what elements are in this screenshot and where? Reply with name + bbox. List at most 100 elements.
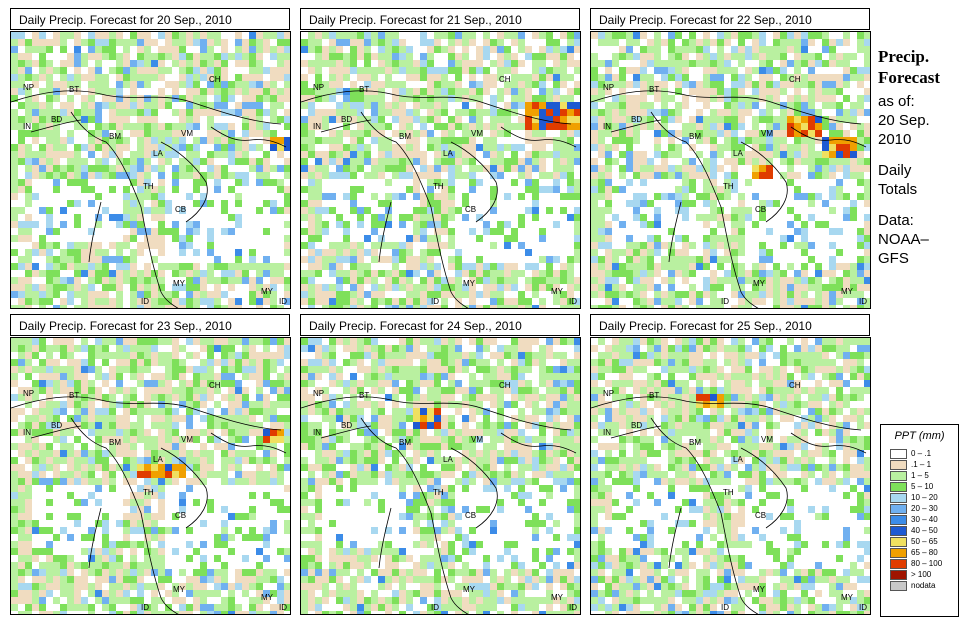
precip-cell	[18, 534, 25, 541]
precip-cell	[357, 345, 364, 352]
precip-cell	[483, 359, 490, 366]
precip-cell	[780, 123, 787, 130]
precip-cell	[626, 277, 633, 284]
precip-cell	[654, 137, 661, 144]
precip-cell	[598, 256, 605, 263]
precip-cell	[123, 520, 130, 527]
precip-cell	[74, 53, 81, 60]
precip-cell	[123, 165, 130, 172]
precip-cell	[703, 256, 710, 263]
precip-cell	[434, 88, 441, 95]
precip-cell	[553, 277, 560, 284]
precip-cell	[11, 277, 18, 284]
precip-cell	[710, 123, 717, 130]
precip-cell	[242, 338, 249, 345]
precip-cell	[137, 576, 144, 583]
precip-cell	[560, 193, 567, 200]
precip-cell	[109, 555, 116, 562]
precip-cell	[815, 305, 822, 308]
precip-cell	[137, 408, 144, 415]
precip-cell	[130, 464, 137, 471]
precip-cell	[829, 46, 836, 53]
precip-cell	[455, 74, 462, 81]
precip-cell	[130, 499, 137, 506]
precip-cell	[857, 137, 864, 144]
precip-cell	[413, 74, 420, 81]
precip-cell	[193, 436, 200, 443]
precip-cell	[654, 53, 661, 60]
precip-cell	[277, 373, 284, 380]
precip-cell	[612, 74, 619, 81]
precip-cell	[808, 242, 815, 249]
precip-cell	[270, 408, 277, 415]
precip-cell	[567, 144, 574, 151]
precip-cell	[794, 186, 801, 193]
precip-cell	[766, 249, 773, 256]
precip-cell	[647, 88, 654, 95]
precip-cell	[654, 298, 661, 305]
precip-cell	[67, 249, 74, 256]
precip-cell	[186, 277, 193, 284]
precip-cell	[249, 583, 256, 590]
precip-cell	[752, 270, 759, 277]
precip-cell	[490, 338, 497, 345]
precip-cell	[172, 39, 179, 46]
precip-cell	[270, 109, 277, 116]
precip-cell	[151, 597, 158, 604]
precip-cell	[207, 506, 214, 513]
precip-cell	[738, 123, 745, 130]
precip-cell	[53, 429, 60, 436]
precip-cell	[151, 214, 158, 221]
precip-cell	[158, 165, 165, 172]
precip-cell	[675, 109, 682, 116]
precip-cell	[109, 408, 116, 415]
precip-cell	[53, 387, 60, 394]
precip-cell	[39, 583, 46, 590]
precip-cell	[165, 387, 172, 394]
precip-cell	[539, 123, 546, 130]
precip-cell	[158, 569, 165, 576]
precip-cell	[829, 305, 836, 308]
precip-cell	[574, 284, 580, 291]
precip-cell	[151, 277, 158, 284]
precip-cell	[745, 214, 752, 221]
precip-cell	[661, 81, 668, 88]
precip-cell	[270, 277, 277, 284]
precip-cell	[221, 53, 228, 60]
precip-cell	[284, 415, 290, 422]
precip-cell	[158, 352, 165, 359]
precip-cell	[857, 95, 864, 102]
precip-cell	[745, 179, 752, 186]
precip-cell	[207, 380, 214, 387]
precip-cell	[815, 263, 822, 270]
precip-cell	[116, 60, 123, 67]
precip-cell	[74, 123, 81, 130]
precip-cell	[731, 67, 738, 74]
precip-cell	[144, 401, 151, 408]
precip-cell	[717, 235, 724, 242]
precip-cell	[829, 60, 836, 67]
precip-cell	[857, 151, 864, 158]
precip-cell	[207, 436, 214, 443]
precip-cell	[717, 39, 724, 46]
precip-cell	[123, 46, 130, 53]
precip-cell	[406, 158, 413, 165]
precip-cell	[102, 436, 109, 443]
precip-cell	[448, 366, 455, 373]
precip-cell	[689, 256, 696, 263]
precip-cell	[102, 422, 109, 429]
precip-cell	[200, 366, 207, 373]
precip-cell	[25, 457, 32, 464]
precip-cell	[277, 576, 284, 583]
precip-cell	[109, 597, 116, 604]
precip-cell	[560, 373, 567, 380]
precip-cell	[74, 144, 81, 151]
precip-cell	[357, 380, 364, 387]
precip-cell	[864, 95, 870, 102]
precip-cell	[179, 492, 186, 499]
precip-cell	[109, 611, 116, 614]
country-label: BD	[51, 421, 62, 430]
precip-cell	[567, 214, 574, 221]
precip-cell	[675, 60, 682, 67]
precip-cell	[301, 207, 308, 214]
